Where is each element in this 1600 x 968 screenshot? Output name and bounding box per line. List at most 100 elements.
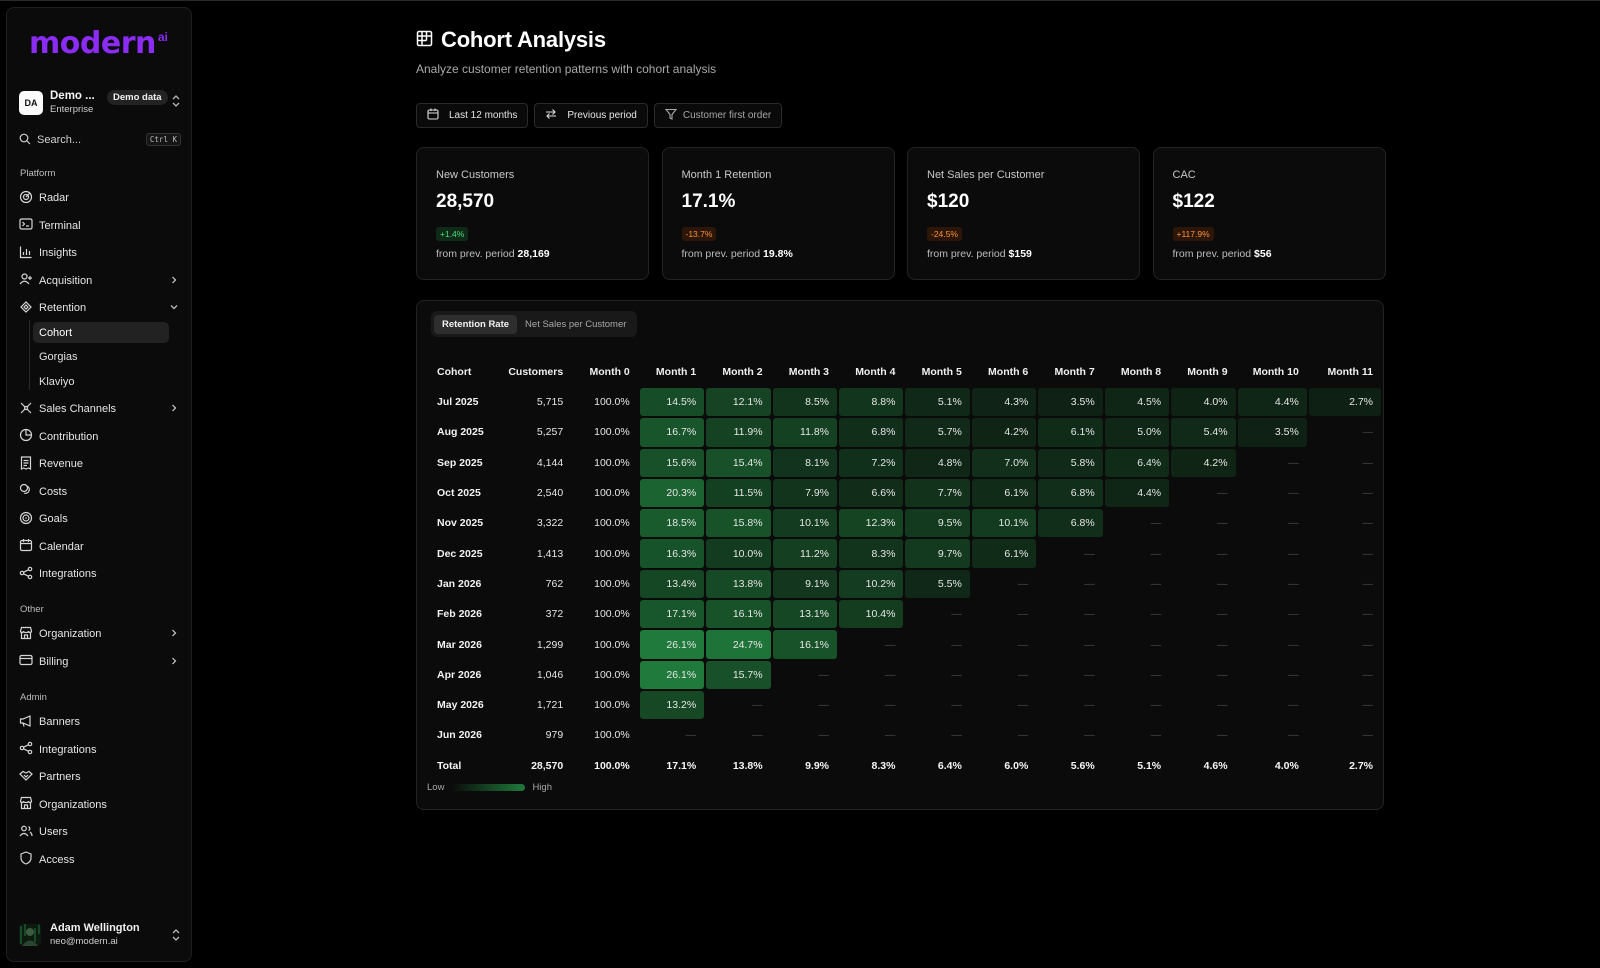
sidebar-item-banners[interactable]: Banners xyxy=(19,711,181,733)
kpi-comparison: from prev. period $159 xyxy=(927,248,1032,260)
submenu-guide-line xyxy=(29,320,30,390)
kpi-prev-value: 28,169 xyxy=(517,248,550,260)
sidebar-item-goals[interactable]: Goals xyxy=(19,508,181,530)
kpi-card-net-sales-per-customer: Net Sales per Customer $120 -24.5% from … xyxy=(907,147,1140,280)
sidebar-item-retention[interactable]: Retention xyxy=(19,297,181,319)
column-header-customers[interactable]: Customers xyxy=(508,366,564,378)
retention-cell-empty: — xyxy=(1217,699,1228,712)
cohort-type-filter-button[interactable]: Customer first order xyxy=(653,103,783,128)
retention-cell: 10.1% xyxy=(772,509,838,538)
kpi-value: 28,570 xyxy=(436,191,495,212)
metric-tabs: Retention Rate Net Sales per Customer xyxy=(431,311,638,337)
kpi-label: Month 1 Retention xyxy=(681,169,772,181)
column-header-month-10[interactable]: Month 10 xyxy=(1252,366,1299,378)
sidebar-item-access[interactable]: Access xyxy=(19,849,181,871)
retention-cell: 8.5% xyxy=(772,388,838,417)
retention-cell: 10.0% xyxy=(706,539,771,568)
retention-cell-empty: — xyxy=(1362,456,1374,469)
cohort-table-card: Retention Rate Net Sales per Customer Co… xyxy=(416,300,1384,810)
date-range-button[interactable]: Last 12 months xyxy=(416,103,529,128)
bar-chart-icon xyxy=(19,245,33,262)
compare-period-button[interactable]: Previous period xyxy=(534,103,648,128)
calendar-icon xyxy=(427,108,439,123)
column-header-month-2[interactable]: Month 2 xyxy=(722,366,763,378)
sidebar-item-label: Sales Channels xyxy=(39,403,117,415)
sidebar-item-label: Contribution xyxy=(39,430,99,443)
tab-net-sales-per-customer[interactable]: Net Sales per Customer xyxy=(525,318,627,330)
kpi-prev-value: 19.8% xyxy=(763,248,793,260)
sidebar-item-sales-channels[interactable]: Sales Channels xyxy=(19,398,181,420)
sidebar-item-integrations[interactable]: Integrations xyxy=(19,563,181,585)
target-icon xyxy=(19,511,33,528)
sidebar-item-integrations[interactable]: Integrations xyxy=(19,739,181,761)
sidebar-subitem-cohort[interactable]: Cohort xyxy=(33,322,169,343)
column-header-month-1[interactable]: Month 1 xyxy=(655,366,697,378)
column-header-month-9[interactable]: Month 9 xyxy=(1187,366,1228,378)
month-0-cell: 100.0% xyxy=(594,426,630,439)
column-header-month-8[interactable]: Month 8 xyxy=(1120,366,1162,378)
brand-logo[interactable]: modern ai xyxy=(29,26,168,66)
retention-cell-empty: — xyxy=(1288,729,1299,742)
sidebar-item-terminal[interactable]: Terminal xyxy=(19,215,181,237)
column-header-month-7[interactable]: Month 7 xyxy=(1054,366,1095,378)
sidebar-subitem-gorgias[interactable]: Gorgias xyxy=(39,351,78,363)
retention-cell-empty: — xyxy=(1084,668,1095,681)
compare-period-label: Previous period xyxy=(567,110,637,121)
column-header-month-6[interactable]: Month 6 xyxy=(988,366,1029,378)
sidebar-item-costs[interactable]: Costs xyxy=(19,481,181,503)
card-icon xyxy=(19,653,33,670)
retention-cell-empty: — xyxy=(884,729,896,742)
column-header-cohort[interactable]: Cohort xyxy=(437,366,472,378)
sidebar-item-label: Organizations xyxy=(39,798,107,811)
sidebar-item-label: Retention xyxy=(39,302,87,314)
retention-cell: 3.5% xyxy=(1237,418,1307,447)
retention-cell-empty: — xyxy=(1362,699,1374,712)
column-header-month-0[interactable]: Month 0 xyxy=(589,366,630,378)
sidebar-item-contribution[interactable]: Contribution xyxy=(19,426,181,448)
retention-cell-empty: — xyxy=(1288,577,1299,590)
sidebar-item-organization[interactable]: Organization xyxy=(19,623,181,645)
retention-cell-empty: — xyxy=(951,699,962,712)
retention-cell-empty: — xyxy=(1217,608,1228,621)
sidebar-item-radar[interactable]: Radar xyxy=(19,187,181,209)
column-header-month-5[interactable]: Month 5 xyxy=(921,366,962,378)
column-header-month-11[interactable]: Month 11 xyxy=(1327,366,1373,378)
retention-cell-empty: — xyxy=(1362,426,1374,439)
search-placeholder: Search... xyxy=(37,134,82,146)
sidebar-item-partners[interactable]: Partners xyxy=(19,766,181,788)
cohort-table: Cohort Customers Month 0 Month 1 Month 2 Mont… xyxy=(427,356,1383,782)
sidebar-item-users[interactable]: Users xyxy=(19,821,181,843)
total-cell: 100.0% xyxy=(594,759,630,772)
column-header-month-4[interactable]: Month 4 xyxy=(855,366,896,378)
store-icon xyxy=(19,626,33,643)
month-0-cell: 100.0% xyxy=(594,638,630,651)
heatmap-legend: Low High xyxy=(427,782,552,793)
search-input[interactable]: Search... Ctrl K xyxy=(19,130,181,150)
sidebar-item-insights[interactable]: Insights xyxy=(19,242,181,264)
retention-cell-empty: — xyxy=(951,729,962,742)
retention-cell-empty: — xyxy=(1017,729,1029,742)
sidebar-item-organizations[interactable]: Organizations xyxy=(19,794,181,816)
workspace-switcher[interactable]: DA Demo ... Enterprise Demo data xyxy=(19,88,181,118)
chevron-right-icon xyxy=(169,275,179,288)
column-header-month-3[interactable]: Month 3 xyxy=(788,366,830,378)
retention-cell-empty: — xyxy=(1017,608,1029,621)
cohort-label: Feb 2026 xyxy=(437,608,482,621)
retention-cell: 9.1% xyxy=(772,569,838,599)
retention-cell: 10.4% xyxy=(839,600,904,629)
sidebar-item-calendar[interactable]: Calendar xyxy=(19,536,181,558)
retention-cell: 13.2% xyxy=(639,690,705,720)
user-menu[interactable]: Adam Wellington neo@modern.ai xyxy=(19,918,181,952)
retention-cell: 26.1% xyxy=(639,630,705,659)
sidebar-item-acquisition[interactable]: Acquisition xyxy=(19,270,181,292)
cohort-customers: 979 xyxy=(545,729,564,742)
search-icon xyxy=(19,133,31,148)
sidebar-item-billing[interactable]: Billing xyxy=(19,651,181,673)
sidebar-item-label: Goals xyxy=(39,513,68,525)
workspace-name: Demo ... xyxy=(50,90,95,102)
sidebar-item-revenue[interactable]: Revenue xyxy=(19,453,181,475)
tab-retention-rate[interactable]: Retention Rate xyxy=(434,314,518,334)
sidebar-subitem-klaviyo[interactable]: Klaviyo xyxy=(39,375,75,388)
calendar-icon xyxy=(19,538,33,555)
retention-cell-empty: — xyxy=(1362,517,1374,530)
